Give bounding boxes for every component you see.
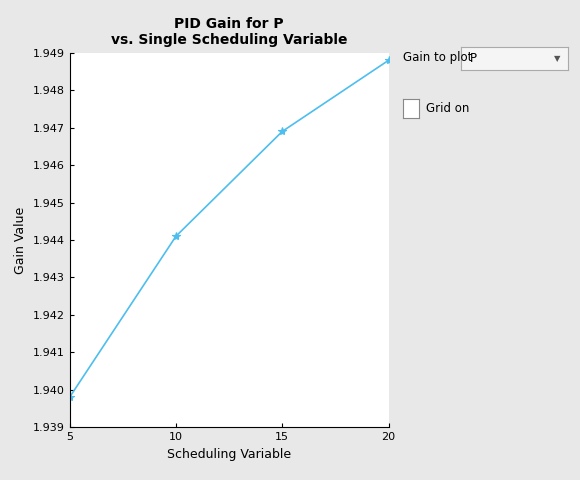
Text: Gain to plot: Gain to plot <box>403 51 473 64</box>
X-axis label: Scheduling Variable: Scheduling Variable <box>167 448 291 461</box>
Title: PID Gain for P
vs. Single Scheduling Variable: PID Gain for P vs. Single Scheduling Var… <box>111 17 347 48</box>
Text: Grid on: Grid on <box>426 102 470 115</box>
Text: P: P <box>470 51 477 65</box>
Text: ▼: ▼ <box>554 54 561 62</box>
Y-axis label: Gain Value: Gain Value <box>14 206 27 274</box>
